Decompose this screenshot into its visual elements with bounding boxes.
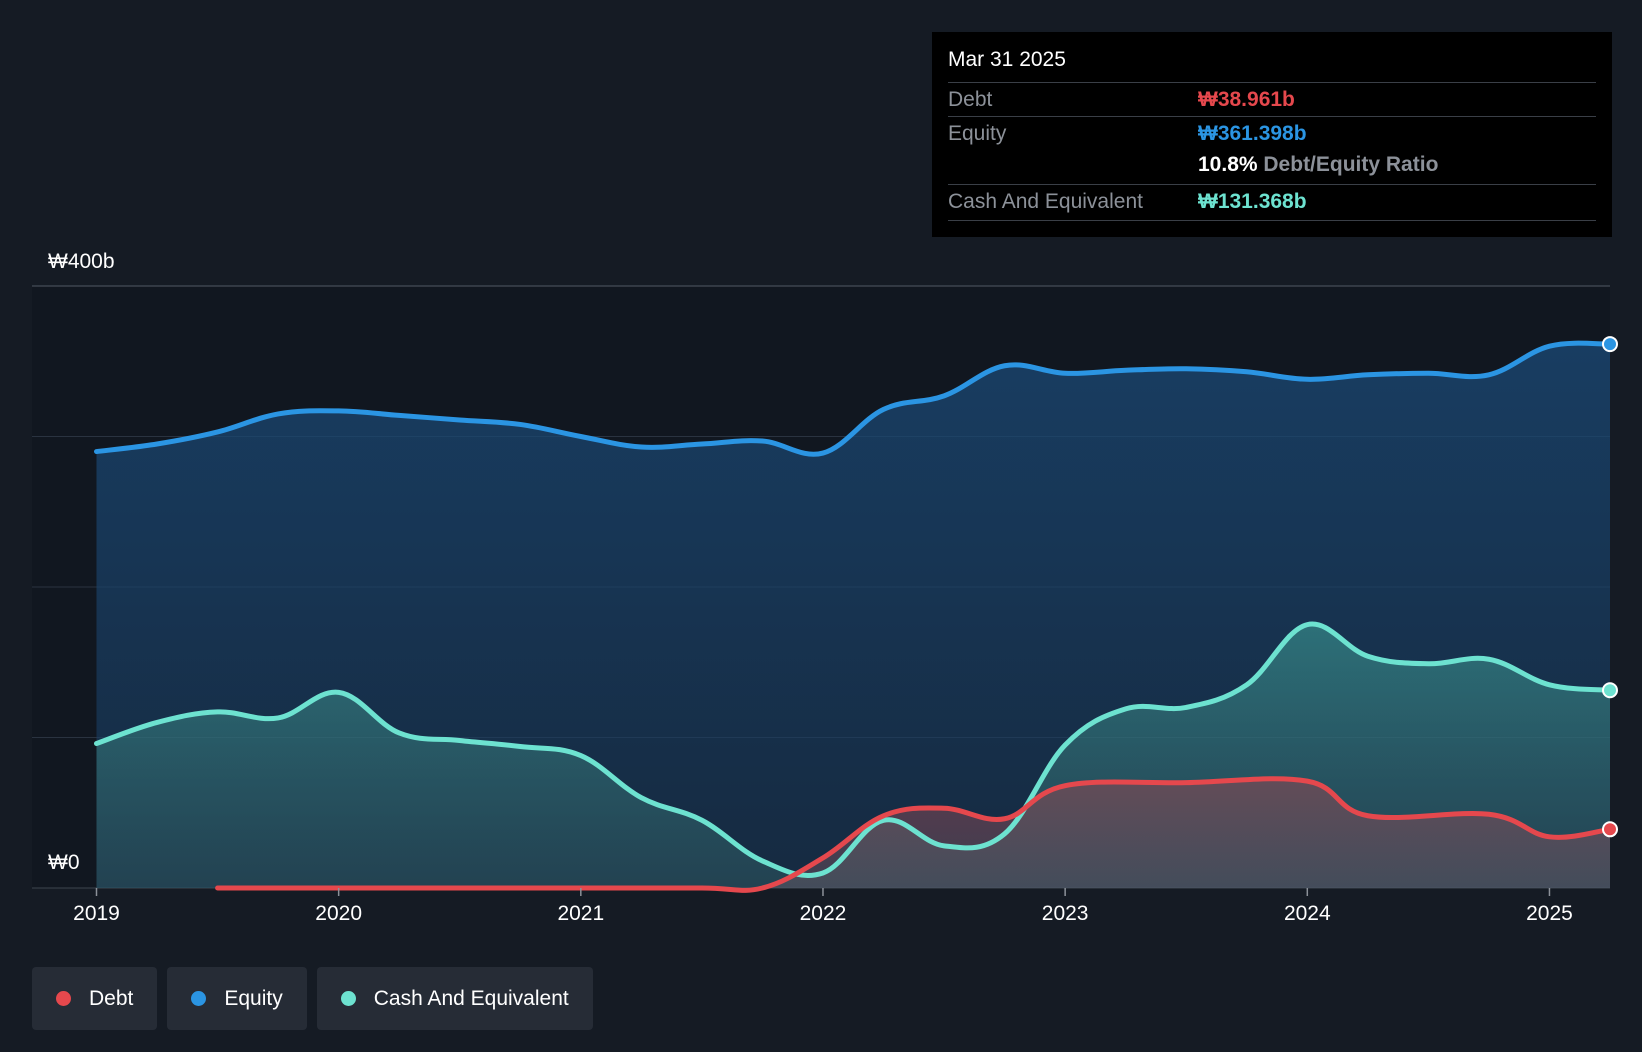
end-marker-equity	[1602, 336, 1618, 353]
tooltip-row-equity: Equity ₩361.398b	[948, 116, 1596, 151]
x-tick-label: 2020	[315, 902, 362, 925]
legend-label-debt: Debt	[89, 986, 134, 1010]
tooltip-cash-label: Cash And Equivalent	[948, 190, 1143, 213]
legend-item-cash[interactable]: Cash And Equivalent	[316, 967, 593, 1030]
tooltip-date: Mar 31 2025	[948, 48, 1066, 71]
x-tick-label: 2023	[1042, 902, 1089, 925]
x-tick-label: 2022	[800, 902, 847, 925]
legend-item-equity[interactable]: Equity	[167, 967, 307, 1030]
end-marker-debt	[1602, 821, 1618, 838]
area-debt	[217, 778, 1611, 891]
line-debt	[215, 776, 1613, 893]
tooltip-ratio-label: Debt/Equity Ratio	[1263, 153, 1439, 176]
legend-dot-equity	[191, 991, 207, 1006]
x-axis-ticks: 2019 2020 2021 2022 2023 2024 2025	[73, 888, 1573, 925]
tooltip-ratio: 10.8% Debt/Equity Ratio	[1198, 153, 1438, 177]
x-tick-label: 2021	[557, 902, 604, 925]
tooltip-debt-value: ₩38.961b	[1198, 88, 1295, 111]
tooltip-row-debt: Debt ₩38.961b	[948, 82, 1596, 117]
line-equity	[94, 340, 1613, 457]
line-cash-and-equivalent	[94, 621, 1613, 878]
tooltip-debt-label: Debt	[948, 88, 993, 111]
legend-item-debt[interactable]: Debt	[32, 967, 158, 1030]
series-areas	[96, 343, 1611, 891]
legend-dot-cash	[340, 991, 356, 1006]
y-axis-bottom-label: ₩0	[48, 851, 80, 874]
tooltip-row-cash: Cash And Equivalent ₩131.368b	[948, 184, 1596, 219]
tooltip-equity-value: ₩361.398b	[1198, 122, 1307, 145]
tooltip-ratio-value: 10.8%	[1198, 153, 1258, 176]
end-markers	[1602, 336, 1618, 838]
tooltip-equity-label: Equity	[948, 122, 1007, 145]
end-marker-cash-and-equivalent	[1602, 682, 1618, 699]
series-lines	[94, 340, 1613, 893]
tooltip-panel: Mar 31 2025 Debt ₩38.961b Equity ₩361.39…	[932, 32, 1612, 237]
x-tick-label: 2025	[1526, 902, 1573, 925]
legend-label-cash: Cash And Equivalent	[373, 986, 569, 1010]
tooltip-cash-value: ₩131.368b	[1198, 190, 1307, 213]
legend-dot-debt	[56, 991, 71, 1006]
tooltip-divider	[948, 220, 1596, 221]
y-axis-top-label: ₩400b	[48, 250, 115, 273]
legend: Debt Equity Cash And Equivalent	[32, 967, 593, 1030]
x-tick-label: 2024	[1284, 902, 1331, 925]
x-tick-label: 2019	[73, 902, 120, 925]
legend-label-equity: Equity	[224, 986, 283, 1010]
